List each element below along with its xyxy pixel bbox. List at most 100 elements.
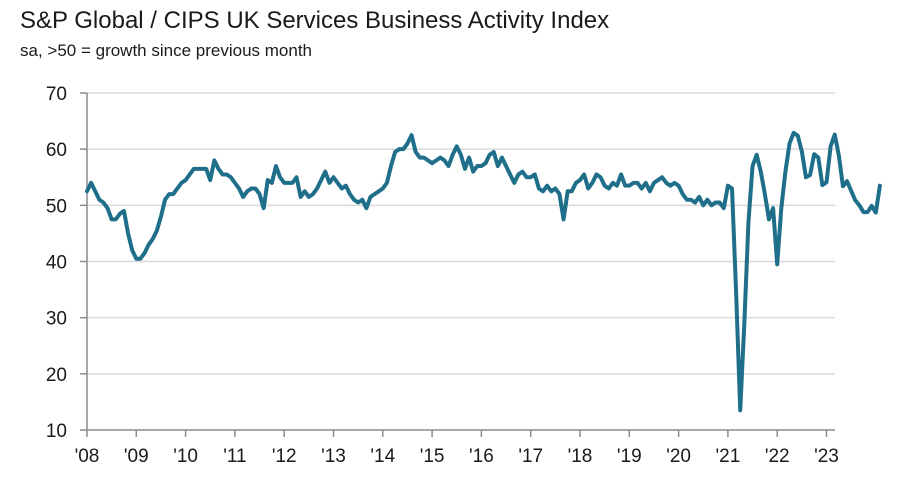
data-point [846,180,849,183]
x-tick-label: '18 [568,446,593,467]
data-point [821,184,824,187]
data-point [632,181,635,184]
data-point [677,184,680,187]
data-point [402,148,405,151]
y-tick-label: 10 [46,421,67,442]
data-point [813,153,816,156]
data-point [866,211,869,214]
data-point [151,238,154,241]
data-point [270,181,273,184]
data-point [459,153,462,156]
data-point [229,176,232,179]
data-point [283,181,286,184]
data-point [242,195,245,198]
data-point [607,187,610,190]
data-point [566,190,569,193]
data-point [829,145,832,148]
data-point [500,156,503,159]
data-point [804,176,807,179]
data-point [665,181,668,184]
data-point [780,207,783,210]
data-point [447,165,450,168]
data-point [369,195,372,198]
data-point [303,190,306,193]
data-point [492,150,495,153]
data-point [833,133,836,136]
data-point [546,184,549,187]
data-point [114,218,117,221]
data-point [652,181,655,184]
data-point [710,204,713,207]
data-point [579,179,582,182]
data-point [517,173,520,176]
data-point [225,173,228,176]
data-point [340,187,343,190]
data-point [332,176,335,179]
data-point [558,193,561,196]
x-tick-label: '21 [716,446,741,467]
x-tick-label: '17 [518,446,543,467]
data-point [139,257,142,260]
data-point [86,190,89,193]
data-point [583,173,586,176]
data-point [320,179,323,182]
data-point [792,131,795,134]
data-point [743,322,746,325]
data-point [751,165,754,168]
data-point [192,167,195,170]
data-point [480,165,483,168]
data-point [825,181,828,184]
data-point [599,176,602,179]
data-point [476,165,479,168]
data-point [258,193,261,196]
y-axis: 10 20 30 40 50 60 70 [46,84,88,442]
data-point [176,187,179,190]
data-point [201,167,204,170]
data-point [554,187,557,190]
data-point [172,193,175,196]
data-point [180,181,183,184]
data-point [681,193,684,196]
x-tick-label: '20 [666,446,691,467]
x-tick-label: '10 [173,446,198,467]
data-point [353,198,356,201]
data-point [837,154,840,157]
data-point [689,198,692,201]
x-tick-label: '23 [814,446,839,467]
data-point [106,207,109,210]
data-point [521,170,524,173]
data-point [878,184,881,187]
data-point [722,207,725,210]
data-point [361,198,364,201]
data-point [94,190,97,193]
data-point [603,184,606,187]
data-point [196,167,199,170]
data-point [217,167,220,170]
data-point [118,212,121,215]
data-point [98,198,101,201]
data-point [394,150,397,153]
data-point [587,187,590,190]
data-point [636,181,639,184]
data-point [311,193,314,196]
data-point [726,184,729,187]
data-point [747,221,750,224]
data-point [414,150,417,153]
data-point [291,181,294,184]
data-point [574,181,577,184]
x-tick-label: '13 [321,446,346,467]
data-point [287,181,290,184]
data-point [147,243,150,246]
data-point [772,207,775,210]
data-point [435,159,438,162]
data-point [406,142,409,145]
data-point [841,185,844,188]
data-point [164,198,167,201]
data-point [348,193,351,196]
data-point [533,173,536,176]
data-point [184,179,187,182]
data-point [615,184,618,187]
data-point [657,179,660,182]
data-point [365,207,368,210]
